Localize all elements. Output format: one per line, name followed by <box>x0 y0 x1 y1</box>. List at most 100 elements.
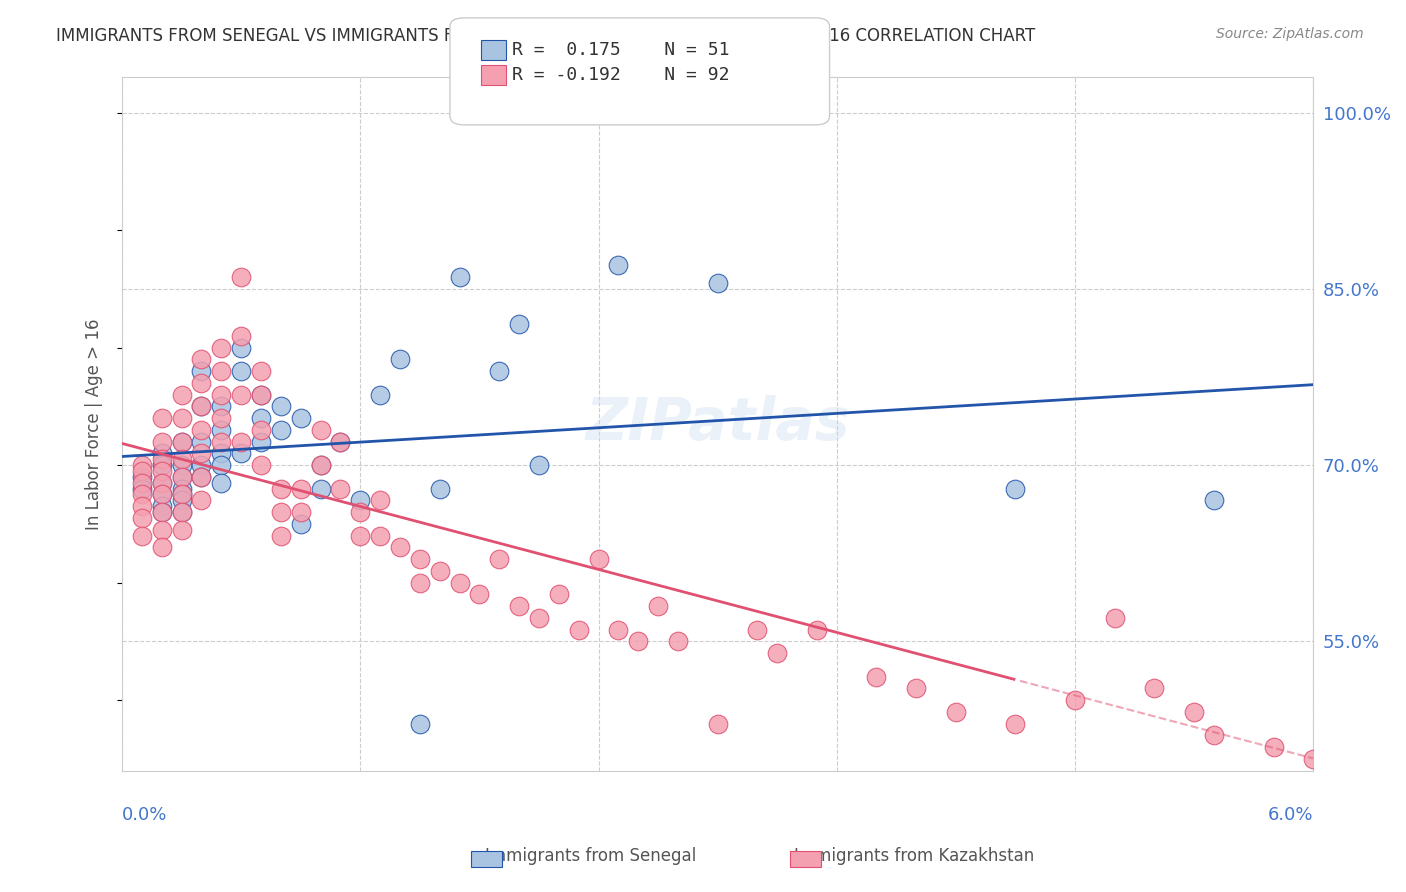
Point <box>1341 681 1364 696</box>
Point <box>607 623 630 637</box>
Text: Immigrants from Kazakhstan: Immigrants from Kazakhstan <box>794 847 1033 865</box>
Point <box>170 411 193 425</box>
Text: R = -0.192    N = 92: R = -0.192 N = 92 <box>512 66 730 84</box>
Point <box>1004 716 1026 731</box>
Point <box>231 446 253 460</box>
Point <box>131 482 153 496</box>
Text: Immigrants from Senegal: Immigrants from Senegal <box>485 847 696 865</box>
Point <box>150 505 173 519</box>
Point <box>290 516 312 531</box>
Point <box>150 487 173 501</box>
Point <box>131 458 153 472</box>
Point <box>1182 705 1205 719</box>
Point <box>190 400 212 414</box>
Point <box>270 528 292 542</box>
Point <box>209 411 232 425</box>
Point <box>1004 482 1026 496</box>
Point <box>231 387 253 401</box>
Point <box>170 458 193 472</box>
Point <box>150 411 173 425</box>
Point <box>547 587 569 601</box>
Point <box>1382 740 1405 755</box>
Point <box>429 564 451 578</box>
Point <box>170 470 193 484</box>
Text: Source: ZipAtlas.com: Source: ZipAtlas.com <box>1216 27 1364 41</box>
Point <box>150 458 173 472</box>
Point <box>209 475 232 490</box>
Point <box>945 705 967 719</box>
Text: 6.0%: 6.0% <box>1268 805 1313 824</box>
Text: 0.0%: 0.0% <box>122 805 167 824</box>
Point <box>170 523 193 537</box>
Point <box>131 511 153 525</box>
Point <box>170 487 193 501</box>
Point <box>190 470 212 484</box>
Point <box>190 423 212 437</box>
Point <box>250 387 273 401</box>
Point <box>607 259 630 273</box>
Point <box>409 716 432 731</box>
Point <box>666 634 689 648</box>
Point <box>1322 716 1344 731</box>
Point <box>209 446 232 460</box>
Point <box>250 434 273 449</box>
Point <box>270 482 292 496</box>
Point <box>190 434 212 449</box>
Point <box>527 611 550 625</box>
Point <box>150 475 173 490</box>
Point <box>309 458 332 472</box>
Point <box>1202 728 1225 742</box>
Point <box>170 493 193 508</box>
Point <box>131 470 153 484</box>
Point <box>349 505 371 519</box>
Point <box>170 505 193 519</box>
Point <box>568 623 591 637</box>
Point <box>1263 740 1285 755</box>
Point <box>190 470 212 484</box>
Point <box>209 364 232 378</box>
Point <box>250 423 273 437</box>
Point <box>488 364 510 378</box>
Point <box>368 528 391 542</box>
Point <box>209 400 232 414</box>
Point <box>706 276 728 290</box>
Point <box>209 434 232 449</box>
Point <box>1104 611 1126 625</box>
Point <box>747 623 769 637</box>
Point <box>250 411 273 425</box>
Point <box>170 505 193 519</box>
Point <box>865 669 887 683</box>
Point <box>150 541 173 555</box>
Point <box>290 482 312 496</box>
Point <box>150 464 173 478</box>
Point <box>170 487 193 501</box>
Point <box>766 646 789 660</box>
Point <box>409 552 432 566</box>
Point <box>368 493 391 508</box>
Point <box>1064 693 1087 707</box>
Point <box>270 400 292 414</box>
Point <box>290 505 312 519</box>
Point <box>150 505 173 519</box>
Text: IMMIGRANTS FROM SENEGAL VS IMMIGRANTS FROM KAZAKHSTAN IN LABOR FORCE | AGE > 16 : IMMIGRANTS FROM SENEGAL VS IMMIGRANTS FR… <box>56 27 1035 45</box>
Point <box>508 599 530 613</box>
Point <box>190 352 212 367</box>
Point <box>150 452 173 467</box>
Point <box>231 364 253 378</box>
Point <box>349 528 371 542</box>
Point <box>1302 752 1324 766</box>
Point <box>190 458 212 472</box>
Point <box>329 482 352 496</box>
Point <box>429 482 451 496</box>
Point <box>409 575 432 590</box>
Point <box>150 475 173 490</box>
Point <box>231 434 253 449</box>
Y-axis label: In Labor Force | Age > 16: In Labor Force | Age > 16 <box>86 318 103 530</box>
Point <box>1361 705 1384 719</box>
Point <box>190 376 212 390</box>
Point <box>209 423 232 437</box>
Point <box>131 500 153 514</box>
Point <box>209 341 232 355</box>
Point <box>270 505 292 519</box>
Point <box>209 387 232 401</box>
